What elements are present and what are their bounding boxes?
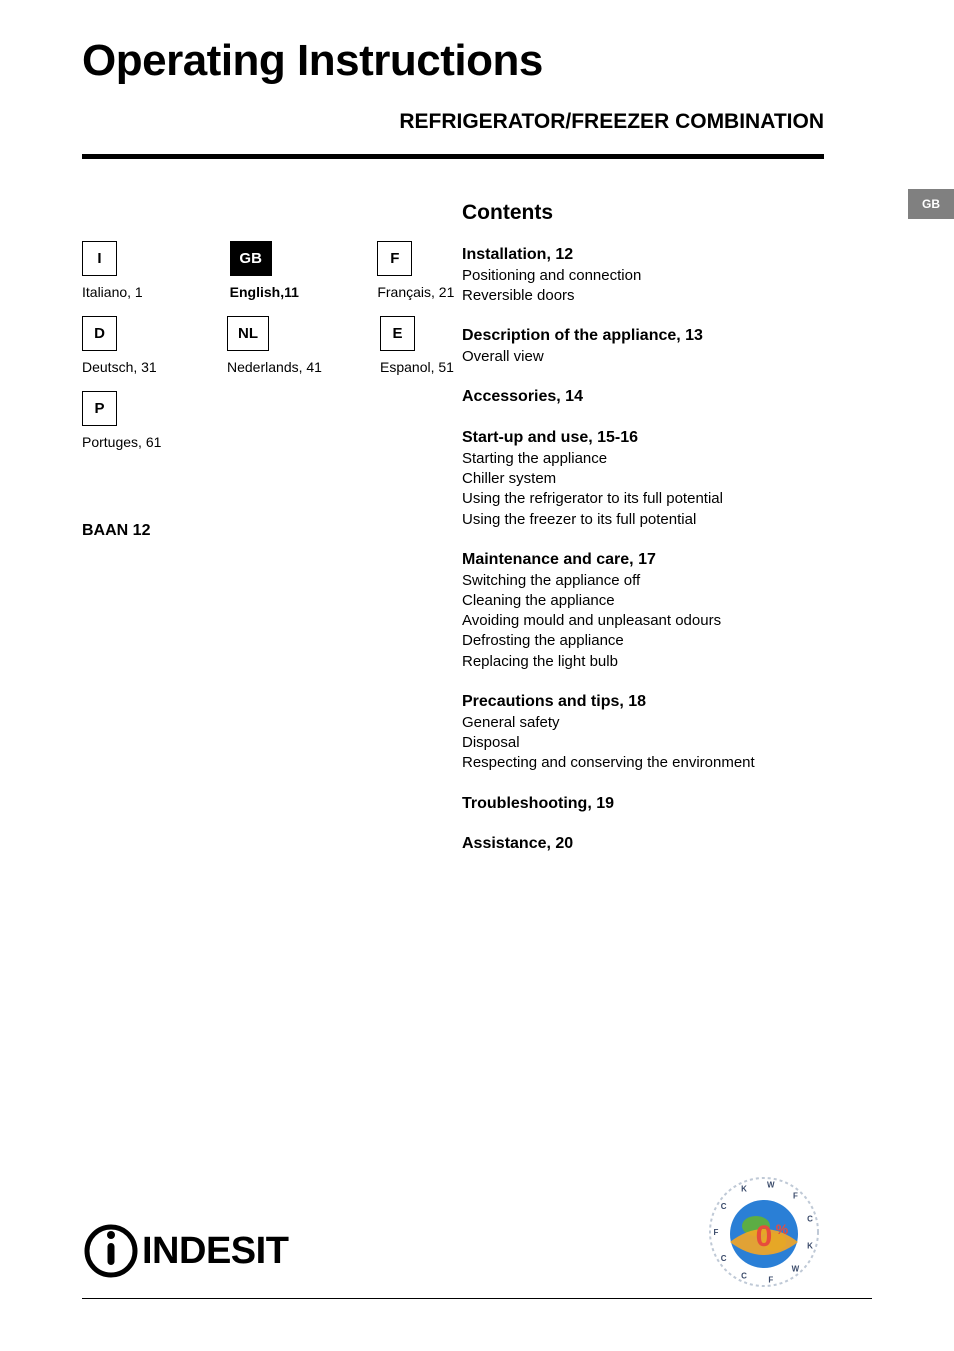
section-heading: Precautions and tips, 18 [462, 692, 824, 713]
eco-badge: 0% F C K W F C K W F C C [704, 1172, 824, 1292]
language-grid: I Italiano, 1 GB English,11 F Français, 21 D De… [82, 241, 462, 450]
language-row: I Italiano, 1 GB English,11 F Français, 21 [82, 241, 462, 300]
section-heading: Assistance, 20 [462, 834, 824, 855]
language-item: F Français, 21 [377, 241, 462, 300]
svg-text:F: F [714, 1228, 719, 1237]
language-caption: Italiano, 1 [82, 284, 143, 300]
svg-text:K: K [741, 1184, 747, 1193]
subtitle: REFRIGERATOR/FREEZER COMBINATION [82, 110, 824, 134]
main-title: Operating Instructions [82, 0, 872, 86]
section-line: Respecting and conserving the environmen… [462, 753, 824, 773]
language-code-box: GB [230, 241, 272, 276]
contents-section: Precautions and tips, 18General safetyDi… [462, 692, 824, 774]
contents-heading: Contents [462, 201, 824, 225]
section-heading: Accessories, 14 [462, 387, 824, 408]
side-tab: GB [908, 189, 954, 219]
section-line: Using the freezer to its full potential [462, 510, 824, 530]
svg-text:F: F [768, 1276, 773, 1285]
svg-text:K: K [807, 1242, 813, 1251]
section-line: Replacing the light bulb [462, 652, 824, 672]
language-item: D Deutsch, 31 [82, 316, 164, 375]
language-row: DDeutsch, 31NLNederlands, 41EEspanol, 51 [82, 316, 462, 375]
section-heading: Description of the appliance, 13 [462, 326, 824, 347]
section-heading: Troubleshooting, 19 [462, 794, 824, 815]
svg-text:F: F [793, 1192, 798, 1201]
contents-section: Assistance, 20 [462, 834, 824, 855]
contents-section: Accessories, 14 [462, 387, 824, 408]
language-item: NLNederlands, 41 [227, 316, 317, 375]
divider-top [82, 154, 824, 159]
svg-text:0: 0 [756, 1220, 773, 1253]
contents-section: Start-up and use, 15-16Starting the appl… [462, 428, 824, 530]
language-item: P Portuges, 61 [82, 391, 172, 450]
svg-text:C: C [741, 1272, 747, 1281]
brand-logo: Indesit [82, 1222, 288, 1280]
language-caption: English,11 [230, 284, 299, 300]
contents-section: Troubleshooting, 19 [462, 794, 824, 815]
footer: Indesit 0% F C K W F C K W F C C [82, 1179, 872, 1299]
section-line: Avoiding mould and unpleasant odours [462, 611, 824, 631]
language-code-box: I [82, 241, 117, 276]
brand-wordmark: Indesit [142, 1230, 288, 1273]
language-caption: Deutsch, 31 [82, 359, 157, 375]
language-code-box: NL [227, 316, 269, 351]
language-row: P Portuges, 61 [82, 391, 462, 450]
language-caption: Espanol, 51 [380, 359, 454, 375]
language-caption: Portuges, 61 [82, 434, 161, 450]
language-code-box: P [82, 391, 117, 426]
language-code-box: F [377, 241, 412, 276]
section-line: Using the refrigerator to its full poten… [462, 489, 824, 509]
section-line: General safety [462, 713, 824, 733]
svg-text:W: W [792, 1264, 800, 1273]
contents-section: Description of the appliance, 13Overall … [462, 326, 824, 367]
section-line: Disposal [462, 733, 824, 753]
section-line: Switching the appliance off [462, 571, 824, 591]
language-caption: Français, 21 [377, 284, 454, 300]
language-code-box: E [380, 316, 415, 351]
contents-section: Maintenance and care, 17Switching the ap… [462, 550, 824, 672]
contents-section: Installation, 12Positioning and connecti… [462, 245, 824, 306]
language-item: I Italiano, 1 [82, 241, 167, 300]
section-heading: Installation, 12 [462, 245, 824, 266]
section-line: Reversible doors [462, 286, 824, 306]
language-caption: Nederlands, 41 [227, 359, 322, 375]
svg-text:C: C [721, 1202, 727, 1211]
svg-text:C: C [721, 1254, 727, 1263]
brand-icon [82, 1222, 140, 1280]
section-line: Overall view [462, 347, 824, 367]
section-heading: Start-up and use, 15-16 [462, 428, 824, 449]
language-code-box: D [82, 316, 117, 351]
language-item: GB English,11 [230, 241, 315, 300]
section-line: Defrosting the appliance [462, 631, 824, 651]
model-number: BAAN 12 [82, 522, 462, 540]
section-line: Chiller system [462, 469, 824, 489]
language-item: E Espanol, 51 [380, 316, 462, 375]
svg-text:C: C [807, 1214, 813, 1223]
svg-text:W: W [767, 1180, 775, 1189]
section-heading: Maintenance and care, 17 [462, 550, 824, 571]
eco-badge-icon: 0% F C K W F C K W F C C [704, 1172, 824, 1292]
svg-text:%: % [776, 1221, 789, 1237]
section-line: Positioning and connection [462, 266, 824, 286]
section-line: Starting the appliance [462, 449, 824, 469]
section-line: Cleaning the appliance [462, 591, 824, 611]
